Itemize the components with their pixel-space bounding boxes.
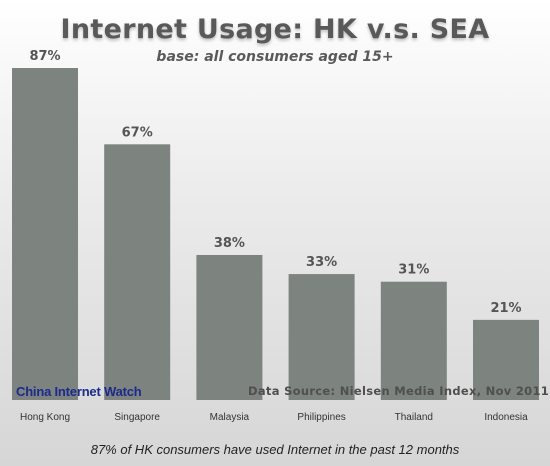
bar-singapore	[104, 144, 171, 400]
category-label: Philippines	[297, 412, 345, 423]
category-label: Thailand	[395, 412, 433, 423]
data-source-note: Data Source: Nielsen Media Index, Nov 20…	[248, 384, 550, 398]
bar-philippines	[288, 274, 355, 400]
bar-malaysia	[196, 254, 263, 400]
data-label: 31%	[398, 263, 429, 278]
watermark-text: China Internet Watch	[16, 384, 142, 399]
data-label: 21%	[490, 301, 521, 316]
category-label: Malaysia	[210, 412, 250, 423]
data-label: 33%	[306, 255, 337, 270]
category-label: Indonesia	[484, 412, 528, 423]
data-label: 38%	[214, 236, 245, 251]
data-label: 67%	[122, 125, 153, 140]
category-label: Singapore	[114, 412, 160, 423]
chart-caption: 87% of HK consumers have used Internet i…	[90, 442, 460, 457]
chart-title: Internet Usage: HK v.s. SEA	[60, 14, 490, 45]
chart-subtitle: base: all consumers aged 15+	[156, 49, 394, 65]
bar-hong-kong	[12, 68, 78, 400]
bar-indonesia	[473, 319, 539, 400]
category-label: Hong Kong	[20, 412, 70, 423]
data-label: 87%	[29, 49, 60, 64]
bar-thailand	[380, 281, 447, 400]
